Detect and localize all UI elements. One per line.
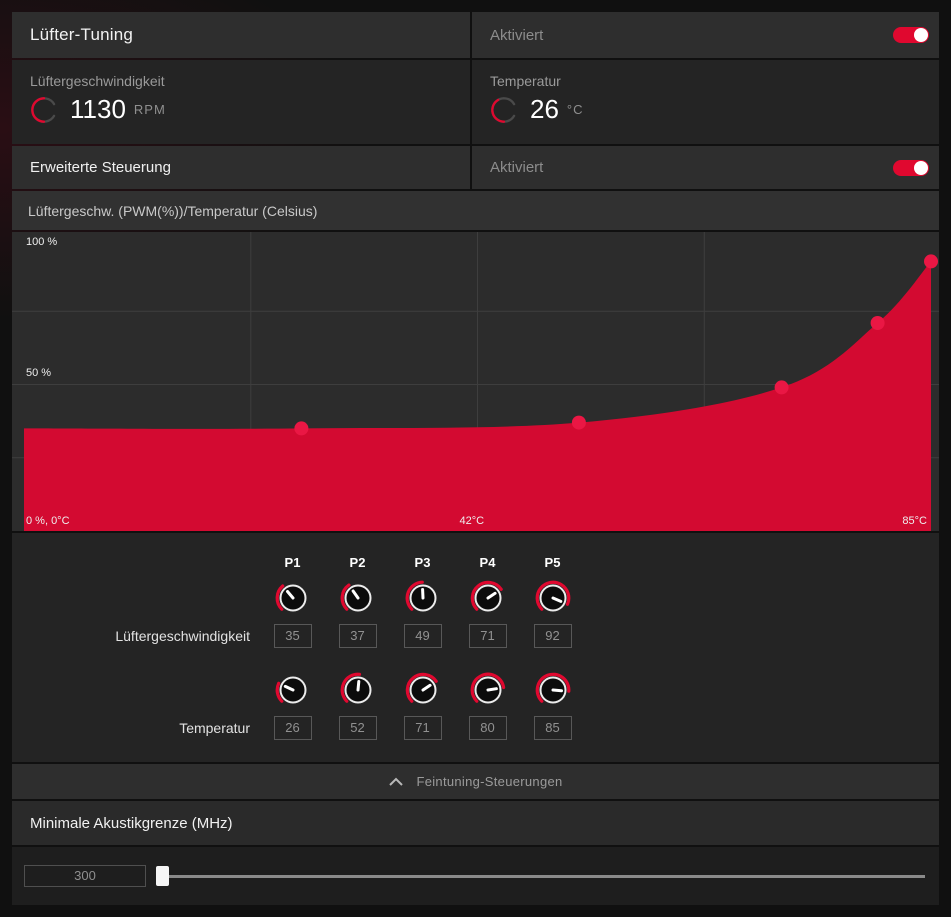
curve-point-p3[interactable]	[774, 380, 789, 395]
fan-speed-gauge-icon	[31, 96, 56, 123]
advanced-control-status-cell: Aktiviert	[472, 146, 939, 189]
fan-tuning-status-label: Aktiviert	[490, 26, 544, 44]
temperature-knob-p2[interactable]	[340, 672, 376, 708]
acoustic-limit-input[interactable]: 300	[24, 865, 146, 887]
temperature-input-p5[interactable]: 85	[533, 716, 572, 740]
fan-speed-knob-p1[interactable]	[275, 580, 311, 616]
fan-tuning-panel: Lüfter-Tuning Aktiviert Lüftergeschwindi…	[12, 12, 939, 905]
fan-speed-knob-p2[interactable]	[340, 580, 376, 616]
temperature-knob-p1[interactable]	[275, 672, 311, 708]
fan-speed-knob-p5[interactable]	[535, 580, 571, 616]
temperature-input-p2[interactable]: 52	[338, 716, 377, 740]
fan-speed-row-label: Lüftergeschwindigkeit	[115, 628, 250, 644]
acoustic-limit-row: 300	[12, 847, 939, 905]
advanced-control-label: Erweiterte Steuerung	[30, 159, 171, 176]
fan-curve-svg[interactable]	[12, 232, 939, 531]
fan-speed-input-p1[interactable]: 35	[273, 624, 312, 648]
chevron-up-icon	[389, 777, 404, 786]
finetuning-collapse-bar[interactable]: Feintuning-Steuerungen	[12, 764, 939, 799]
advanced-control-toggle[interactable]	[893, 159, 929, 176]
temperature-gauge-icon	[491, 96, 516, 123]
fan-speed-unit: RPM	[133, 102, 166, 117]
chart-title: Lüftergeschw. (PWM(%))/Temperatur (Celsi…	[28, 202, 318, 219]
temperature-input-p3[interactable]: 71	[403, 716, 442, 740]
acoustic-limit-title-bar: Minimale Akustikgrenze (MHz)	[12, 801, 939, 845]
temperature-input-p1[interactable]: 26	[273, 716, 312, 740]
fan-tuning-toggle[interactable]	[893, 27, 929, 43]
point-header-p3: P3	[414, 554, 431, 570]
fan-speed-gauge-label: Lüftergeschwindigkeit	[30, 73, 165, 89]
advanced-control-row: Erweiterte Steuerung Aktiviert	[12, 146, 939, 189]
temperature-input-p4[interactable]: 80	[468, 716, 507, 740]
acoustic-limit-title: Minimale Akustikgrenze (MHz)	[30, 814, 233, 832]
chart-title-bar: Lüftergeschw. (PWM(%))/Temperatur (Celsi…	[12, 191, 939, 230]
curve-point-p1[interactable]	[294, 421, 309, 436]
fan-tuning-status-cell: Aktiviert	[472, 12, 939, 58]
temperature-row-label: Temperatur	[179, 720, 250, 736]
fan-speed-input-p4[interactable]: 71	[468, 624, 507, 648]
curve-point-p4[interactable]	[870, 316, 885, 330]
point-header-p5: P5	[544, 554, 561, 570]
fan-tuning-title-cell: Lüfter-Tuning	[12, 12, 470, 58]
point-header-p4: P4	[479, 554, 496, 570]
gauges-row: Lüftergeschwindigkeit 1130 RPM Temperatu…	[12, 60, 939, 144]
temperature-knob-p3[interactable]	[405, 672, 441, 708]
fan-tuning-header-row: Lüfter-Tuning Aktiviert	[12, 12, 939, 58]
curve-point-p2[interactable]	[571, 415, 586, 430]
fan-curve-chart[interactable]: 100 % 50 % 0 %, 0°C 42°C 85°C	[12, 232, 939, 531]
curve-points-grid: P1 P2 P3 P4 P5 Lüftergeschwindigkeit 35 …	[12, 547, 939, 745]
temperature-knob-p5[interactable]	[535, 672, 571, 708]
advanced-control-status-label: Aktiviert	[490, 159, 544, 176]
acoustic-limit-slider[interactable]	[156, 866, 925, 886]
fan-speed-input-p3[interactable]: 49	[403, 624, 442, 648]
finetuning-label: Feintuning-Steuerungen	[416, 774, 563, 789]
temperature-knob-p4[interactable]	[470, 672, 506, 708]
fan-speed-input-p5[interactable]: 92	[533, 624, 572, 648]
slider-track[interactable]	[156, 875, 925, 878]
slider-handle[interactable]	[156, 866, 169, 886]
advanced-control-title-cell: Erweiterte Steuerung	[12, 146, 470, 189]
temperature-gauge-panel: Temperatur 26 °C	[472, 60, 939, 144]
curve-points-section: P1 P2 P3 P4 P5 Lüftergeschwindigkeit 35 …	[12, 533, 939, 762]
curve-point-p5[interactable]	[924, 254, 938, 269]
fan-speed-input-p2[interactable]: 37	[338, 624, 377, 648]
page-title: Lüfter-Tuning	[30, 25, 134, 44]
toggle-knob	[914, 160, 928, 175]
point-header-p2: P2	[349, 554, 366, 570]
fan-speed-value: 1130	[70, 94, 126, 124]
fan-speed-gauge-panel: Lüftergeschwindigkeit 1130 RPM	[12, 60, 470, 144]
temperature-unit: °C	[566, 102, 584, 117]
fan-speed-knob-p3[interactable]	[405, 580, 441, 616]
toggle-knob	[914, 28, 928, 42]
temperature-gauge-label: Temperatur	[490, 73, 561, 89]
point-header-p1: P1	[284, 554, 301, 570]
fan-speed-knob-p4[interactable]	[470, 580, 506, 616]
temperature-value: 26	[530, 94, 559, 124]
